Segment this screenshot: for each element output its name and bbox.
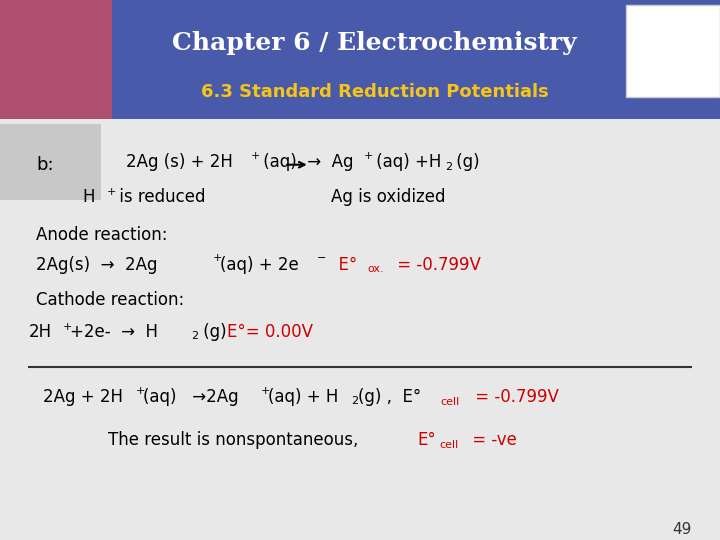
Text: The result is nonspontaneous,: The result is nonspontaneous, xyxy=(108,431,359,449)
Text: 2Ag + 2H: 2Ag + 2H xyxy=(43,388,123,406)
Text: +: + xyxy=(261,386,270,396)
Text: 2Ag(s)  →  2Ag: 2Ag(s) → 2Ag xyxy=(36,255,158,274)
Text: cell: cell xyxy=(439,440,459,450)
FancyBboxPatch shape xyxy=(0,119,720,540)
Text: +: + xyxy=(107,187,116,197)
Text: 2H: 2H xyxy=(29,323,52,341)
Text: Anode reaction:: Anode reaction: xyxy=(36,226,168,244)
Text: E°: E° xyxy=(328,255,357,274)
Text: +: + xyxy=(251,151,260,160)
Text: H: H xyxy=(83,188,95,206)
Text: is reduced: is reduced xyxy=(114,188,205,206)
Text: +: + xyxy=(63,322,72,332)
Text: (aq) + H: (aq) + H xyxy=(268,388,338,406)
Text: (g) ,  E°: (g) , E° xyxy=(358,388,421,406)
Text: = -0.799V: = -0.799V xyxy=(392,255,481,274)
Text: (aq) + 2e: (aq) + 2e xyxy=(220,255,298,274)
Text: +: + xyxy=(135,386,145,396)
Text: 2: 2 xyxy=(351,396,358,406)
Text: +2e-  →  H: +2e- → H xyxy=(70,323,158,341)
Text: 2: 2 xyxy=(445,163,452,172)
Text: Chapter 6 / Electrochemistry: Chapter 6 / Electrochemistry xyxy=(172,31,577,55)
Text: (aq)  →  Ag: (aq) → Ag xyxy=(258,153,354,171)
Text: −: − xyxy=(317,253,326,263)
Text: (aq)   →2Ag: (aq) →2Ag xyxy=(143,388,238,406)
Text: cell: cell xyxy=(441,397,460,407)
Text: E°= 0.00V: E°= 0.00V xyxy=(227,323,312,341)
Text: b:: b: xyxy=(36,156,53,174)
Text: = -0.799V: = -0.799V xyxy=(470,388,559,406)
Text: 2: 2 xyxy=(191,332,198,341)
Text: +: + xyxy=(212,253,222,263)
FancyBboxPatch shape xyxy=(0,0,112,119)
Text: (g): (g) xyxy=(198,323,232,341)
Text: 6.3 Standard Reduction Potentials: 6.3 Standard Reduction Potentials xyxy=(201,83,548,101)
Text: Cathode reaction:: Cathode reaction: xyxy=(36,291,184,309)
Text: (aq) +H: (aq) +H xyxy=(371,153,441,171)
Text: 49: 49 xyxy=(672,522,691,537)
Text: E°: E° xyxy=(418,431,436,449)
Text: (g): (g) xyxy=(451,153,480,171)
Text: ox.: ox. xyxy=(367,264,384,274)
Text: +: + xyxy=(364,151,373,160)
FancyBboxPatch shape xyxy=(0,0,720,119)
Text: Ag is oxidized: Ag is oxidized xyxy=(331,188,446,206)
Text: = -ve: = -ve xyxy=(467,431,516,449)
FancyBboxPatch shape xyxy=(0,124,101,200)
Text: 2Ag (s) + 2H: 2Ag (s) + 2H xyxy=(126,153,233,171)
FancyBboxPatch shape xyxy=(626,5,720,97)
